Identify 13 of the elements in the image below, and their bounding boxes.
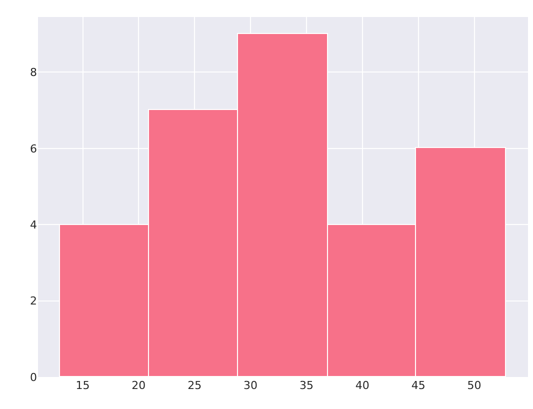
x-tick-label: 25 bbox=[188, 379, 202, 392]
x-tick-label: 30 bbox=[244, 379, 258, 392]
y-tick-label: 2 bbox=[30, 294, 37, 308]
y-tick-label: 6 bbox=[30, 142, 37, 156]
x-tick-label: 40 bbox=[355, 379, 370, 392]
y-tick-label: 4 bbox=[30, 218, 37, 232]
y-tick-label: 8 bbox=[30, 66, 37, 80]
x-tick-label: 20 bbox=[132, 379, 146, 392]
x-tick-label: 15 bbox=[76, 379, 90, 392]
x-tick-label: 50 bbox=[467, 379, 482, 392]
y-tick-label: 0 bbox=[30, 370, 37, 384]
x-tick-label: 35 bbox=[299, 379, 314, 392]
x-tick-label: 45 bbox=[411, 379, 426, 392]
